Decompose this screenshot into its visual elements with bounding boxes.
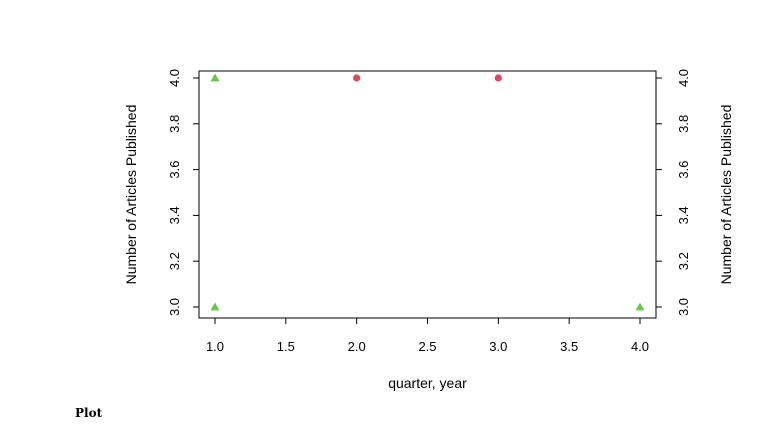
y-tick-label-left: 3.4	[167, 206, 182, 224]
y-tick-label-left: 3.6	[167, 161, 182, 179]
data-point-triangle	[210, 73, 220, 82]
y-axis-title-left: Number of Articles Published	[123, 105, 139, 285]
y-tick-label-right: 3.2	[676, 252, 691, 270]
x-axis-title: quarter, year	[388, 375, 467, 391]
plot-frame	[198, 70, 657, 319]
y-axis-title-right: Number of Articles Published	[718, 105, 734, 285]
data-point-circle	[353, 74, 361, 82]
y-axis-left: 3.0 3.2 3.4 3.6 3.8 4.0	[167, 69, 199, 316]
y-axis-right: 3.0 3.2 3.4 3.6 3.8 4.0	[656, 69, 691, 316]
data-point-triangle	[635, 302, 645, 311]
y-tick-label-left: 3.0	[167, 298, 182, 316]
data-point-triangle	[210, 302, 220, 311]
data-point-circle	[494, 74, 502, 82]
x-tick-label: 3.0	[489, 339, 507, 354]
x-tick-label: 4.0	[631, 339, 649, 354]
y-tick-label-right: 4.0	[676, 69, 691, 87]
y-tick-label-left: 3.2	[167, 252, 182, 270]
x-tick-label: 1.0	[206, 339, 224, 354]
y-tick-label-right: 3.0	[676, 298, 691, 316]
y-tick-label-right: 3.6	[676, 161, 691, 179]
y-tick-label-left: 3.8	[167, 115, 182, 133]
x-tick-label: 2.5	[418, 339, 436, 354]
figure-caption: Plot	[75, 406, 103, 420]
x-tick-label: 1.5	[277, 339, 295, 354]
y-tick-label-left: 4.0	[167, 69, 182, 87]
x-tick-label: 2.0	[348, 339, 366, 354]
x-tick-label: 3.5	[560, 339, 578, 354]
data-points	[210, 73, 645, 311]
y-tick-label-right: 3.4	[676, 206, 691, 224]
y-tick-label-right: 3.8	[676, 115, 691, 133]
x-axis: 1.0 1.5 2.0 2.5 3.0 3.5 4.0	[206, 318, 649, 354]
